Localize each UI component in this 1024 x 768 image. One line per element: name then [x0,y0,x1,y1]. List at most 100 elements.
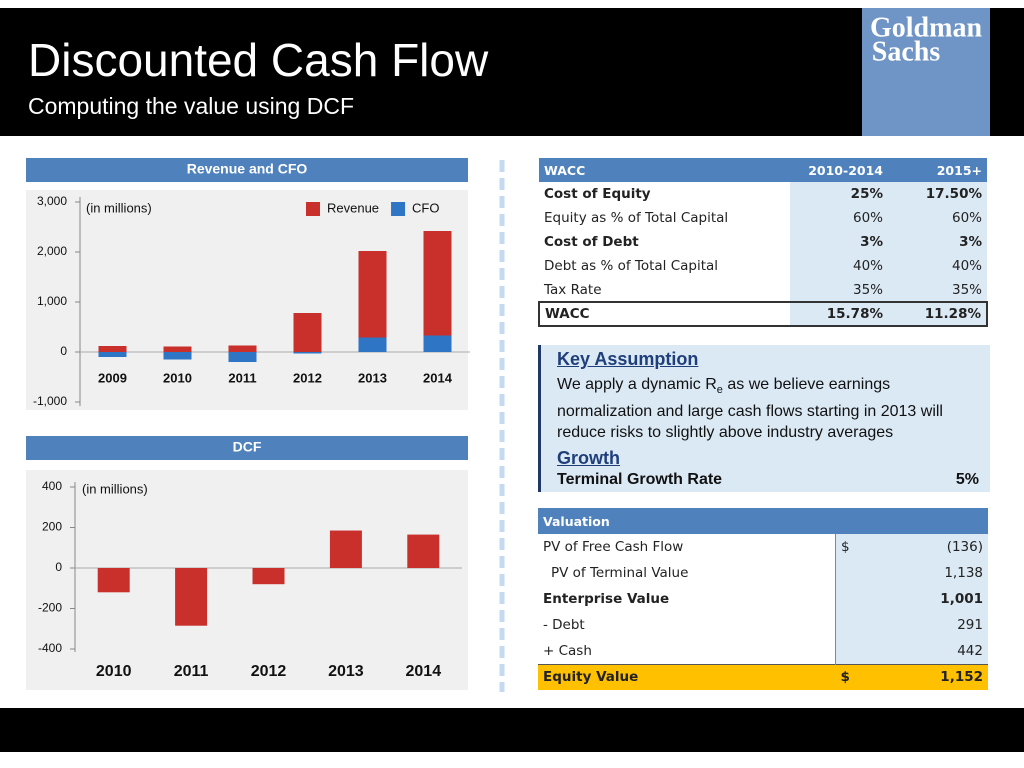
cell: (136) [890,534,988,560]
bar [228,345,257,352]
cell: 40% [888,254,987,278]
cell [835,560,890,586]
x-tick-label: 2014 [406,663,442,680]
cell: WACC [539,158,790,182]
wacc-table: WACC 2010-2014 2015+ Cost of Equity 25% 17.5… [538,158,988,327]
row: + Cash 442 [538,638,988,664]
cell: 291 [890,612,988,638]
y-tick-label: 400 [42,479,62,493]
cell: WACC [538,301,790,327]
legend-swatch [391,202,406,216]
cell: $ [835,534,890,560]
cell: 15.78% [790,301,888,327]
row: Cost of Equity 25% 17.50% [539,182,987,206]
cell: Cost of Debt [539,230,790,254]
y-tick-label: -200 [38,601,62,615]
row: PV of Terminal Value 1,138 [538,560,988,586]
bar [163,346,192,352]
cell: 3% [888,230,987,254]
cell: $ [835,663,890,690]
footer-band [0,708,1024,752]
row: - Debt 291 [538,612,988,638]
label: Terminal Growth Rate [557,471,723,489]
cell: 17.50% [888,182,987,206]
row: Debt as % of Total Capital 40% 40% [539,254,987,278]
cell: PV of Free Cash Flow [538,534,836,560]
cell: Enterprise Value [538,586,836,612]
y-tick-label: 3,000 [37,194,67,208]
annotation: (in millions) [82,481,148,496]
chart-header [26,158,468,182]
bar [98,346,127,352]
y-tick-label: 2,000 [37,244,67,258]
y-tick-label: -400 [38,641,62,655]
bar [228,352,257,362]
cell: 11.28% [888,301,988,327]
cell: Cost of Equity [539,182,790,206]
valuation-table: Valuation PV of Free Cash Flow $ (136) PV … [538,508,988,690]
bar [407,534,440,568]
subtitle: Computing the value using DCF [28,93,354,119]
key-assumption: Key Assumption We apply a dynamic Re as … [538,345,990,492]
cell: Tax Rate [539,278,790,302]
bar [175,568,208,626]
bar [358,337,387,352]
heading: Growth [557,448,620,469]
bar [423,231,452,352]
y-tick-label: 200 [42,520,62,534]
chart-title: DCF [233,439,262,455]
title: Discounted Cash Flow [28,34,489,86]
cell: 25% [790,182,888,206]
x-tick-label: 2013 [328,663,364,680]
x-tick-label: 2012 [251,663,287,680]
y-tick-label: 1,000 [37,294,67,308]
row: WACC 15.78% 11.28% [538,301,988,327]
cell: Equity Value [538,663,836,690]
cell [835,638,890,664]
row: Cost of Debt 3% 3% [539,230,987,254]
x-tick-label: 2009 [98,370,127,385]
value: 5% [955,471,979,489]
text: as we believe earnings normalization and… [557,376,943,442]
cell: Valuation [538,508,988,534]
cell: 40% [790,254,888,278]
row: Enterprise Value 1,001 [538,586,988,612]
cell: 60% [888,206,987,230]
subscript: e [716,384,723,397]
cell: - Debt [538,612,836,638]
cell: PV of Terminal Value [538,560,836,586]
cell: 2010-2014 [790,158,888,182]
cell: Equity as % of Total Capital [539,206,790,230]
bar [98,352,127,357]
bar [358,251,387,352]
row: Tax Rate 35% 35% [539,278,987,302]
y-tick-label: 0 [55,560,62,574]
paragraph: We apply a dynamic Re as we believe earn… [557,374,982,443]
cell: 2015+ [888,158,987,182]
y-tick-label: -1,000 [33,394,67,408]
chart-area [26,190,468,410]
cell: 3% [790,230,888,254]
x-tick-label: 2012 [293,370,322,385]
legend-label: Revenue [327,200,379,215]
cell [835,612,890,638]
bar [423,335,452,352]
x-tick-label: 2014 [423,370,453,385]
bar [293,352,322,354]
cell: Debt as % of Total Capital [539,254,790,278]
x-tick-label: 2010 [96,663,132,680]
x-tick-label: 2011 [174,663,209,680]
x-tick-label: 2010 [163,370,192,385]
logo-text: Sachs [872,36,941,67]
cell [835,586,890,612]
logo-box [862,8,990,136]
bar [252,568,285,585]
chart-title: Revenue and CFO [187,161,308,177]
cell: 35% [790,278,888,302]
bar [163,352,192,360]
bar [293,313,322,352]
annotation: (in millions) [86,200,152,215]
growth-row: Terminal Growth Rate 5% [557,471,979,489]
